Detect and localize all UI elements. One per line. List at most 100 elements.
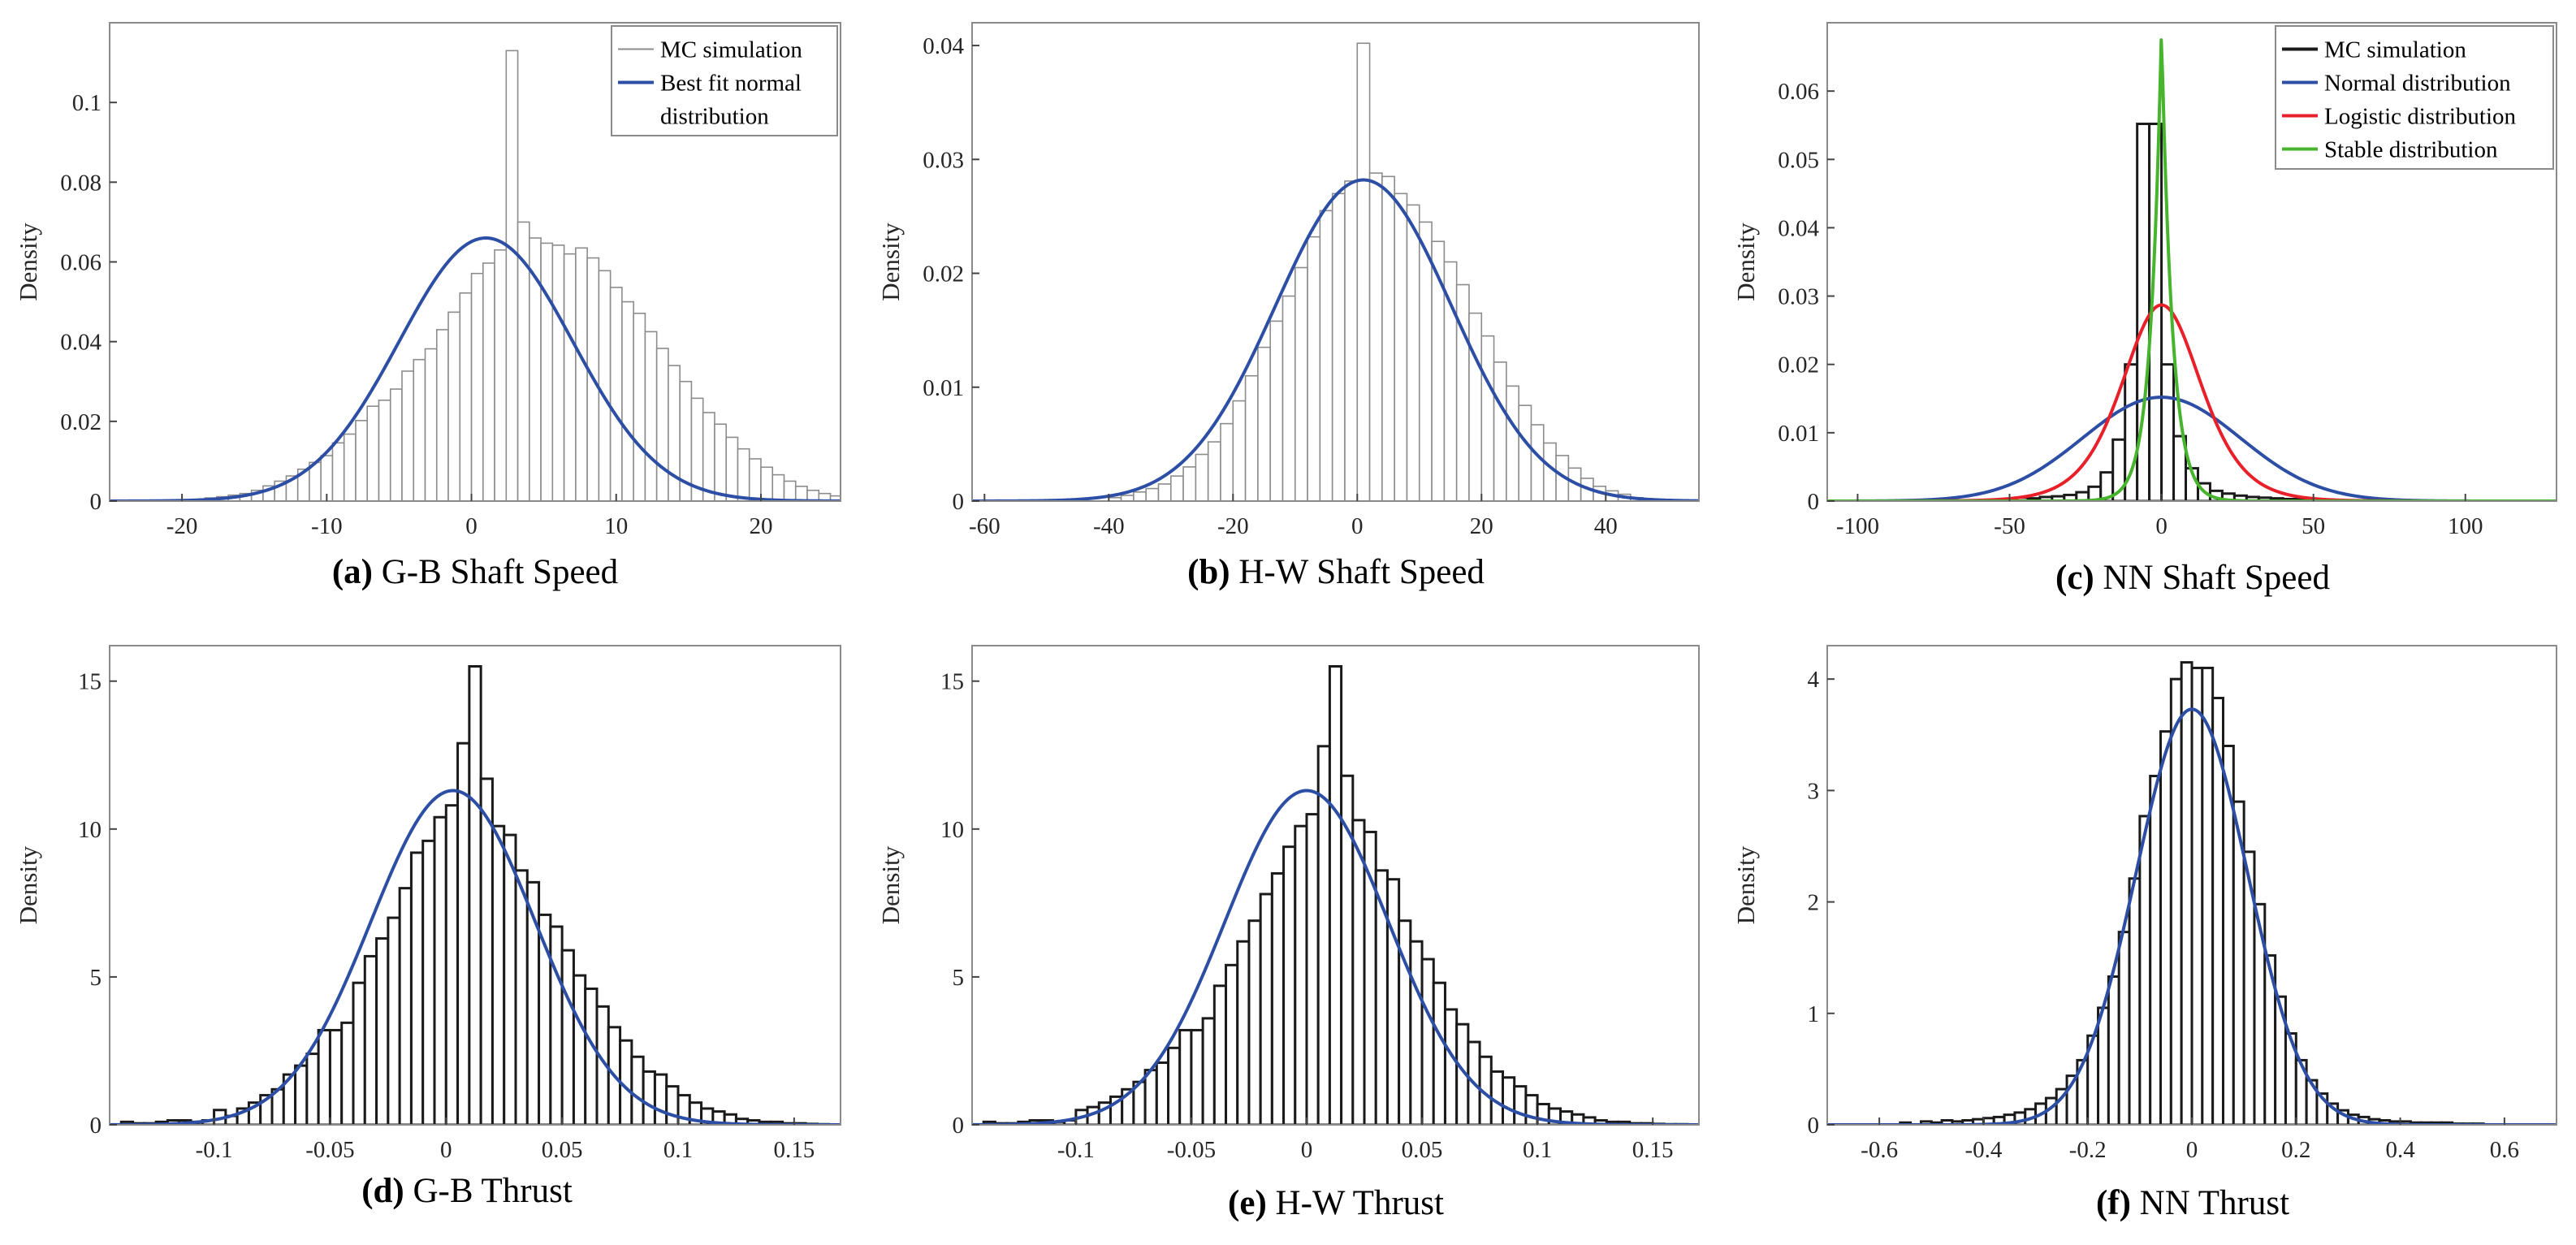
caption-letter: (d) (361, 1172, 404, 1210)
histogram-bar (1120, 495, 1135, 501)
y-tick-label: 4 (1808, 667, 1820, 693)
x-tick-label: 0 (2155, 513, 2168, 539)
y-tick-label: 0.06 (1778, 79, 1819, 105)
histogram-bar (1493, 361, 1507, 501)
caption-text: H-W Shaft Speed (1230, 553, 1485, 591)
histogram-bar (355, 420, 369, 501)
histogram-bar (491, 824, 506, 1125)
x-tick-label: 0 (465, 513, 478, 539)
histogram-bar (1247, 919, 1262, 1125)
histogram-bar (1506, 385, 1519, 501)
histogram-bar (1356, 42, 1371, 501)
panel-e: -0.1 -0.05 0 0.05 0.1 0.15 0 5 10 15 Density (e) H-… (876, 645, 1700, 1222)
y-tick-label: 15 (78, 669, 102, 695)
panel-a: -20 -10 0 10 20 0 0.02 0.04 0.06 0.08 0.1 Density (a… (14, 22, 841, 591)
histogram-bar (459, 292, 473, 501)
panel-caption: (f) NN Thrust (2096, 1184, 2289, 1222)
panel-caption: (b) H-W Shaft Speed (1187, 553, 1485, 591)
fit-curve-normal (110, 236, 841, 501)
x-tick-label: -0.05 (305, 1137, 354, 1163)
histogram-bar (725, 436, 739, 501)
x-tick-label: 0 (1351, 513, 1364, 539)
x-tick-label: 0.6 (2490, 1137, 2519, 1163)
y-tick-label: 15 (940, 669, 964, 695)
caption-letter: (b) (1187, 553, 1230, 591)
histogram-bar (2169, 677, 2183, 1125)
histogram-bar (630, 1055, 645, 1125)
histogram-bar (1270, 871, 1286, 1125)
histogram-bar (551, 244, 565, 501)
plot-area (110, 50, 841, 501)
x-tick-label: -0.4 (1964, 1137, 2002, 1163)
histogram-bar (317, 1028, 331, 1125)
histogram-bar (1244, 374, 1259, 501)
histogram-bar (1501, 1076, 1516, 1125)
axes-frame (971, 645, 1700, 1126)
histogram-bar (783, 480, 797, 501)
x-tick-label: 20 (749, 513, 772, 539)
x-tick-label: 10 (604, 513, 628, 539)
histogram-bar (444, 804, 460, 1125)
y-axis-label: Density (1731, 223, 1760, 301)
histogram-bar (1167, 1046, 1182, 1125)
y-tick-label: 0.04 (923, 33, 964, 59)
histogram-bar (1143, 1069, 1158, 1125)
histogram-bar (794, 486, 808, 501)
histogram-bar (1201, 1017, 1216, 1125)
panel-caption: (c) NN Shaft Speed (2055, 559, 2330, 597)
histogram-bar (1468, 312, 1483, 501)
x-tick-label: 0.05 (542, 1137, 583, 1163)
histogram-bar (1455, 283, 1470, 501)
histogram-bar (575, 247, 588, 501)
histogram-bar (1409, 940, 1424, 1125)
caption-text: G-B Shaft Speed (373, 553, 618, 591)
histogram-bar (378, 400, 391, 501)
y-tick-label: 0.04 (1778, 215, 1819, 241)
plot-area (972, 42, 1699, 501)
histogram-bar (413, 358, 426, 501)
panel-b: -60 -40 -20 0 20 40 0 0.01 0.02 0.03 0.04 Density (b… (876, 22, 1700, 591)
histogram-bar (2159, 730, 2172, 1125)
legend: MC simulation Normal distribution Logistic… (2275, 25, 2554, 170)
histogram-bar (1305, 813, 1320, 1125)
y-tick-label: 0.02 (1778, 352, 1819, 378)
histogram-bar (598, 270, 612, 501)
x-tick-label: 0.15 (773, 1137, 815, 1163)
histogram-bar (503, 833, 517, 1125)
legend-label: Normal distribution (2324, 71, 2511, 97)
fit-curve-laplace (1827, 38, 2557, 501)
y-tick-label: 0.02 (923, 262, 964, 287)
histogram-bar (584, 987, 599, 1125)
histogram-bar (1385, 878, 1401, 1125)
x-tick-label: 0.1 (1523, 1137, 1552, 1163)
histogram-bar (655, 348, 669, 501)
plot-area (1827, 38, 2557, 501)
y-axis-label: Density (14, 223, 42, 301)
panel-caption: (d) G-B Thrust (361, 1172, 573, 1210)
histogram-bar (1133, 491, 1147, 501)
panel-caption: (a) G-B Shaft Speed (332, 553, 618, 591)
histogram-bar (1157, 483, 1172, 501)
x-tick-label: -0.6 (1861, 1137, 1898, 1163)
histogram-bar (633, 313, 646, 501)
histogram-bar (494, 249, 508, 501)
histogram-bar (305, 1053, 320, 1125)
y-tick-label: 0.04 (60, 330, 102, 356)
histogram-bar (366, 405, 380, 501)
legend: MC simulation Best fit normal distribution (611, 25, 838, 136)
y-tick-label: 0 (953, 1113, 965, 1139)
histogram-bar (505, 50, 519, 501)
panel-d: -0.1 -0.05 0 0.05 0.1 0.15 0 5 10 15 Density (d) G-… (14, 645, 841, 1210)
histogram-bar (1513, 1085, 1528, 1125)
x-tick-label: -50 (1994, 513, 2025, 539)
y-tick-label: 10 (940, 817, 964, 843)
fit-curve-normal (972, 789, 1699, 1125)
histogram-bar (340, 1021, 355, 1125)
histogram-bar (328, 1028, 344, 1125)
histogram-bar (1282, 295, 1296, 501)
x-tick-label: 0.2 (2281, 1137, 2310, 1163)
x-tick-label: -20 (166, 513, 198, 539)
axes-frame (971, 22, 1700, 502)
histogram-bar (424, 348, 438, 501)
x-tick-label: 0 (440, 1137, 452, 1163)
